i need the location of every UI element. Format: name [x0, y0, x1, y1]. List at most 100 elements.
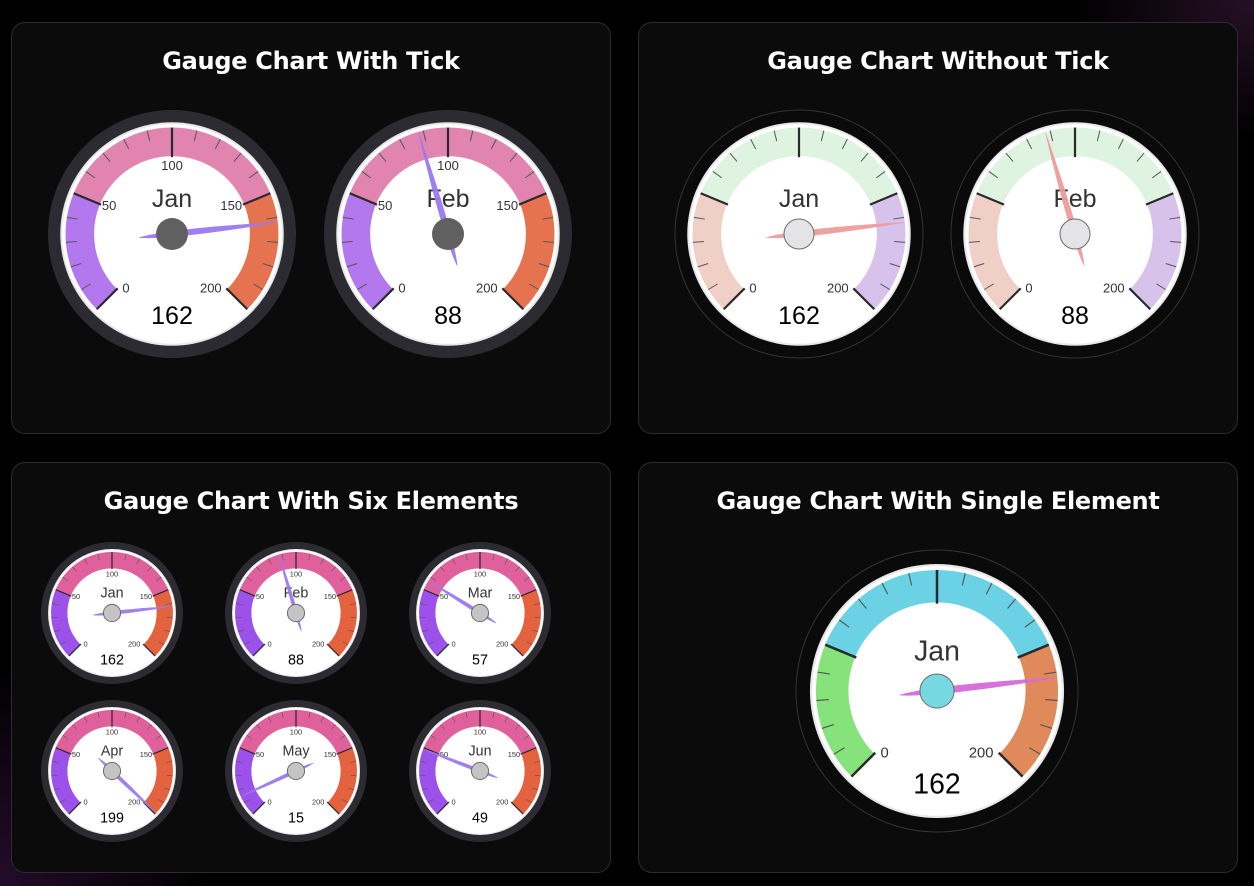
minor-tick: [243, 799, 250, 804]
minor-tick: [1136, 152, 1145, 162]
minor-tick: [267, 240, 279, 243]
minor-tick: [430, 734, 436, 740]
gauge-band: [825, 569, 1049, 658]
minor-tick: [973, 263, 985, 268]
minor-tick: [773, 130, 778, 142]
minor-tick: [97, 711, 100, 718]
gauge-band: [73, 127, 271, 205]
gauge-value: 162: [151, 302, 193, 330]
minor-tick: [421, 629, 429, 633]
minor-tick: [158, 799, 165, 804]
minor-tick: [492, 553, 495, 560]
minor-tick: [331, 724, 336, 730]
minor-tick: [1170, 240, 1182, 243]
minor-tick: [346, 263, 358, 268]
gauge-band: [65, 193, 117, 310]
minor-tick: [526, 641, 533, 646]
gauge-band: [51, 589, 81, 657]
minor-tick: [70, 263, 82, 268]
minor-tick: [968, 240, 980, 243]
gauge-mar: 0 50 100 150 200 Mar 57: [409, 542, 551, 684]
minor-tick: [1117, 138, 1124, 150]
tick-label: 150: [324, 592, 336, 601]
gauge-value: 57: [472, 653, 488, 669]
minor-tick: [163, 629, 171, 633]
minor-tick: [440, 724, 445, 730]
minor-tick: [509, 152, 518, 162]
minor-tick: [427, 799, 434, 804]
minor-tick: [542, 216, 554, 220]
minor-tick: [1007, 598, 1017, 609]
gauge-label: Jan: [100, 586, 123, 602]
minor-tick: [102, 152, 111, 162]
minor-tick: [53, 787, 61, 791]
tick-label: 200: [128, 640, 140, 649]
minor-tick: [440, 566, 445, 572]
needle-hub: [432, 218, 464, 250]
minor-tick: [860, 152, 869, 162]
minor-tick: [841, 138, 848, 150]
minor-tick: [988, 171, 999, 179]
gauge-band: [239, 552, 353, 596]
minor-tick: [504, 716, 508, 723]
minor-tick: [1045, 698, 1058, 702]
major-tick: [998, 287, 1022, 311]
tick-label: 50: [440, 592, 448, 601]
tick-label: 50: [440, 750, 448, 759]
gauge-band: [227, 193, 279, 310]
minor-tick: [961, 573, 966, 586]
gauge-band: [511, 747, 541, 815]
minor-tick: [243, 641, 250, 646]
gauge-label: Jan: [914, 635, 960, 667]
tick-label: 100: [290, 727, 302, 736]
minor-tick: [452, 558, 456, 565]
minor-tick: [51, 603, 59, 605]
tick-label: 0: [452, 798, 456, 807]
tick-label: 0: [84, 640, 88, 649]
minor-tick: [1096, 130, 1101, 142]
major-tick: [336, 589, 353, 597]
gauge-band: [1130, 193, 1182, 310]
minor-tick: [538, 263, 550, 268]
tick-label: 50: [72, 750, 80, 759]
minor-tick: [1024, 619, 1036, 628]
minor-tick: [62, 576, 68, 582]
needle-hub: [102, 761, 122, 781]
major-tick: [1128, 287, 1152, 311]
needle-hub: [783, 218, 815, 250]
gauge-value: 88: [434, 302, 462, 330]
minor-tick: [347, 787, 355, 791]
minor-tick: [62, 734, 68, 740]
major-tick: [242, 192, 271, 206]
minor-tick: [524, 734, 530, 740]
minor-tick: [136, 716, 140, 723]
minor-tick: [147, 724, 152, 730]
major-tick: [1017, 643, 1050, 659]
needle-hub: [102, 603, 122, 623]
minor-tick: [342, 216, 354, 220]
minor-tick: [59, 641, 66, 646]
minor-tick: [72, 724, 77, 730]
panel-title: Gauge Chart With Six Elements: [103, 487, 519, 515]
gauge-label: Mar: [468, 586, 493, 602]
minor-tick: [268, 716, 272, 723]
minor-tick: [533, 603, 541, 605]
gauge-band: [700, 127, 898, 205]
minor-tick: [524, 576, 530, 582]
minor-tick: [342, 799, 349, 804]
minor-tick: [422, 130, 427, 142]
minor-tick: [347, 629, 355, 633]
tick-label: 50: [378, 198, 392, 213]
minor-tick: [817, 671, 830, 675]
minor-tick: [84, 558, 88, 565]
minor-tick: [262, 263, 274, 268]
needle-hub: [470, 603, 490, 623]
tick-label: 200: [312, 798, 324, 807]
tick-label: 150: [496, 198, 518, 213]
minor-tick: [693, 216, 705, 220]
minor-tick: [697, 263, 709, 268]
minor-tick: [529, 283, 540, 291]
major-tick: [997, 751, 1024, 778]
